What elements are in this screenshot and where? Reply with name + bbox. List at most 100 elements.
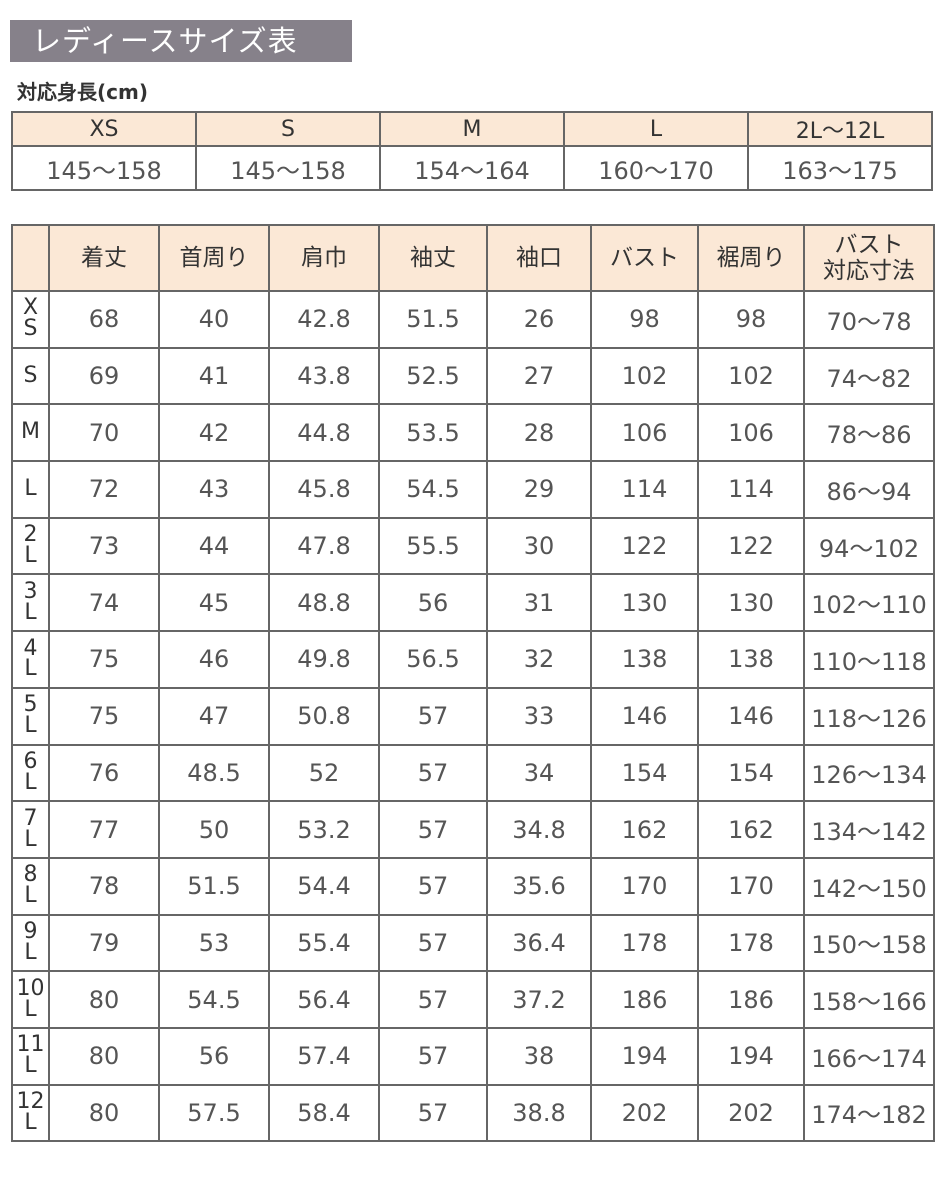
height-size-header: L <box>563 111 749 147</box>
value-cell: 72 <box>48 460 160 519</box>
height-range-cell: 145〜158 <box>195 145 381 191</box>
value-cell: 45 <box>158 573 270 633</box>
size-table-header-row: 着丈 首周り 肩巾 袖丈 袖口 バスト 裾周り バスト 対応寸法 <box>11 224 935 292</box>
value-cell: 27 <box>486 346 592 406</box>
value-cell: 50 <box>158 800 270 859</box>
height-range-cell: 160〜170 <box>563 145 749 191</box>
value-cell: 114 <box>697 460 805 519</box>
value-cell: 162 <box>590 800 699 859</box>
value-cell: 41 <box>158 346 270 406</box>
value-cell: 44.8 <box>268 403 380 463</box>
size-label-line: 6 <box>23 748 38 774</box>
value-cell: 78〜86 <box>803 403 935 463</box>
value-cell: 142〜150 <box>803 856 935 916</box>
value-cell: 146 <box>697 686 805 746</box>
size-label-line: 10 <box>16 975 45 1001</box>
table-row: 12 L 80 57.5 58.4 57 38.8 202 202 174〜182 <box>11 1083 935 1143</box>
value-cell: 186 <box>590 970 699 1029</box>
value-cell: 26 <box>486 290 592 349</box>
value-cell: 53.5 <box>378 403 488 463</box>
size-label-line: L <box>24 996 37 1022</box>
table-row: 11 L 80 56 57.4 57 38 194 194 166〜174 <box>11 1026 935 1086</box>
value-cell: 78 <box>48 856 160 916</box>
value-cell: 114 <box>590 460 699 519</box>
value-cell: 102 <box>697 346 805 406</box>
value-cell: 80 <box>48 1026 160 1086</box>
value-cell: 48.5 <box>158 743 270 803</box>
value-cell: 42.8 <box>268 290 380 349</box>
height-size-header: XS <box>11 111 197 147</box>
value-cell: 102〜110 <box>803 573 935 633</box>
value-cell: 178 <box>697 913 805 973</box>
size-label-cell: L <box>11 460 50 519</box>
value-cell: 77 <box>48 800 160 859</box>
value-cell: 45.8 <box>268 460 380 519</box>
value-cell: 51.5 <box>158 856 270 916</box>
value-cell: 138 <box>590 630 699 689</box>
column-header: 肩巾 <box>268 224 380 292</box>
height-size-header: S <box>195 111 381 147</box>
size-label-line: L <box>24 713 37 739</box>
table-row: L 72 43 45.8 54.5 29 114 114 86〜94 <box>11 460 935 519</box>
column-header-bust-range: バスト 対応寸法 <box>803 224 935 292</box>
value-cell: 34.8 <box>486 800 592 859</box>
value-cell: 202 <box>697 1083 805 1143</box>
value-cell: 37.2 <box>486 970 592 1029</box>
value-cell: 118〜126 <box>803 686 935 746</box>
height-range-cell: 163〜175 <box>747 145 933 191</box>
value-cell: 48.8 <box>268 573 380 633</box>
value-cell: 49.8 <box>268 630 380 689</box>
size-label-line: L <box>24 883 37 909</box>
size-label-line: S <box>23 362 38 388</box>
value-cell: 166〜174 <box>803 1026 935 1086</box>
value-cell: 57 <box>378 1026 488 1086</box>
value-cell: 98 <box>697 290 805 349</box>
value-cell: 28 <box>486 403 592 463</box>
value-cell: 154 <box>590 743 699 803</box>
value-cell: 73 <box>48 516 160 576</box>
value-cell: 74〜82 <box>803 346 935 406</box>
size-label-line: 7 <box>23 805 38 831</box>
value-cell: 70 <box>48 403 160 463</box>
value-cell: 76 <box>48 743 160 803</box>
value-cell: 70〜78 <box>803 290 935 349</box>
value-cell: 130 <box>697 573 805 633</box>
size-measurement-table: 着丈 首周り 肩巾 袖丈 袖口 バスト 裾周り バスト 対応寸法 X S 68 40 42.8 51.5 2… <box>11 224 935 1143</box>
value-cell: 106 <box>590 403 699 463</box>
value-cell: 47.8 <box>268 516 380 576</box>
value-cell: 38 <box>486 1026 592 1086</box>
value-cell: 42 <box>158 403 270 463</box>
value-cell: 56.5 <box>378 630 488 689</box>
size-label-line: 5 <box>23 692 38 718</box>
value-cell: 57 <box>378 856 488 916</box>
value-cell: 170 <box>590 856 699 916</box>
column-header: 裾周り <box>697 224 805 292</box>
size-label-line: 9 <box>23 919 38 945</box>
table-row: S 69 41 43.8 52.5 27 102 102 74〜82 <box>11 346 935 406</box>
value-cell: 50.8 <box>268 686 380 746</box>
value-cell: 98 <box>590 290 699 349</box>
value-cell: 58.4 <box>268 1083 380 1143</box>
value-cell: 46 <box>158 630 270 689</box>
column-header-line: バスト <box>834 231 904 258</box>
value-cell: 57 <box>378 743 488 803</box>
value-cell: 80 <box>48 970 160 1029</box>
value-cell: 40 <box>158 290 270 349</box>
value-cell: 56.4 <box>268 970 380 1029</box>
value-cell: 56 <box>378 573 488 633</box>
height-size-header: 2L〜12L <box>747 111 933 147</box>
value-cell: 68 <box>48 290 160 349</box>
value-cell: 146 <box>590 686 699 746</box>
value-cell: 32 <box>486 630 592 689</box>
value-cell: 174〜182 <box>803 1083 935 1143</box>
value-cell: 57 <box>378 1083 488 1143</box>
height-table: XS S M L 2L〜12L 145〜158 145〜158 154〜164 160〜170… <box>11 111 933 191</box>
column-header-line: 対応寸法 <box>823 258 915 284</box>
value-cell: 57.5 <box>158 1083 270 1143</box>
value-cell: 110〜118 <box>803 630 935 689</box>
value-cell: 106 <box>697 403 805 463</box>
value-cell: 80 <box>48 1083 160 1143</box>
